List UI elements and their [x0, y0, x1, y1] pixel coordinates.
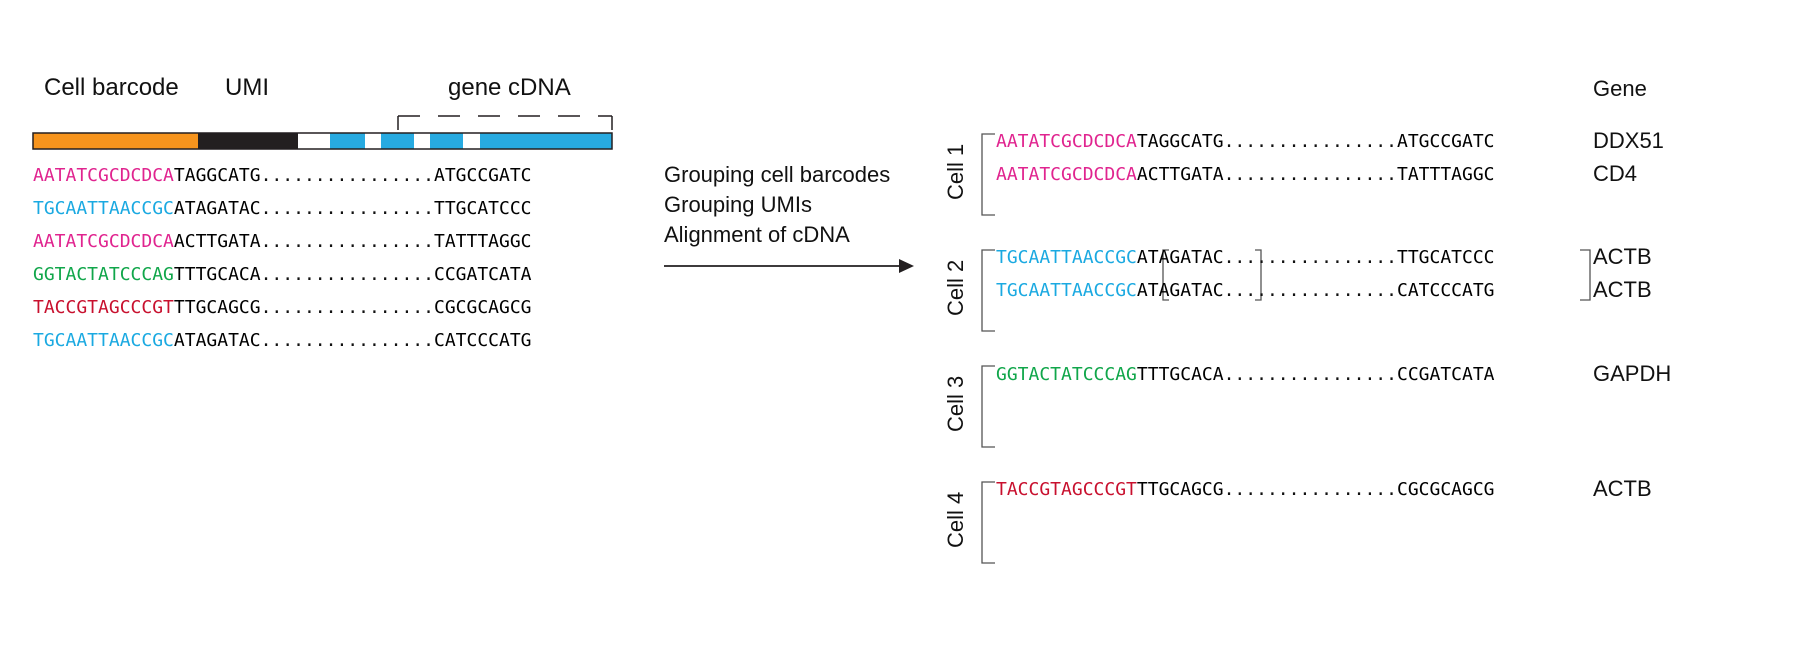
cell-3-label: Cell 3: [943, 375, 968, 432]
cdna-segment: [298, 133, 330, 149]
cdna-segment: [414, 133, 430, 149]
read-gap: ................: [260, 165, 434, 186]
read-cdna: TATTTAGGC: [433, 231, 532, 252]
read-cdna: TTGCATCCC: [1396, 247, 1495, 268]
read-gap: ................: [260, 330, 434, 351]
grouped-read: TGCAATTAACCGCATAGATAC................TTG…: [996, 245, 1495, 271]
raw-read: GGTACTATCCCAGTTTGCACA................CCG…: [33, 262, 532, 288]
cell-2-umi-bracket-left: [1162, 249, 1169, 301]
read-cdna: CCGATCATA: [433, 264, 532, 285]
read-barcode: AATATCGCDCDCA: [996, 131, 1137, 152]
cell-2-umi-bracket-right: [1255, 249, 1262, 301]
gene-label: ACTB: [1593, 244, 1652, 269]
grouped-read: TACCGTAGCCCGTTTGCAGCG................CGC…: [996, 477, 1495, 503]
read-umi: ATAGATAC: [173, 330, 261, 351]
gene-cdna-bracket: [397, 115, 613, 130]
read-gap: ................: [1223, 280, 1397, 301]
cell-2-gene-bracket: [1580, 249, 1591, 301]
grouped-read: TGCAATTAACCGCATAGATAC................CAT…: [996, 278, 1495, 304]
raw-read: TGCAATTAACCGCATAGATAC................CAT…: [33, 328, 532, 354]
read-bar-outline: [32, 132, 613, 150]
gene-cdna-header: gene cDNA: [448, 74, 571, 101]
cell-4-label: Cell 4: [943, 491, 968, 548]
read-cdna: CATCCCATG: [1396, 280, 1495, 301]
read-cdna: CGCGCAGCG: [1396, 479, 1495, 500]
read-gap: ................: [1223, 364, 1397, 385]
read-barcode: GGTACTATCCCAG: [33, 264, 174, 285]
read-barcode: AATATCGCDCDCA: [33, 231, 174, 252]
gene-label: DDX51: [1593, 128, 1664, 153]
grouped-read: AATATCGCDCDCATAGGCATG................ATG…: [996, 129, 1495, 155]
gene-column-header: Gene: [1593, 76, 1647, 101]
grouped-read: AATATCGCDCDCAACTTGATA................TAT…: [996, 162, 1495, 188]
gene-label: CD4: [1593, 161, 1638, 186]
cell-1-bracket: [981, 133, 995, 216]
cell-barcode-segment: [33, 133, 198, 149]
step-alignment-cdna: Alignment of cDNA: [664, 222, 850, 247]
read-umi: ACTTGATA: [1136, 164, 1224, 185]
read-cdna: CCGATCATA: [1396, 364, 1495, 385]
cell-3-bracket: [981, 365, 995, 448]
read-gap: ................: [260, 231, 434, 252]
read-barcode: TGCAATTAACCGC: [996, 247, 1137, 268]
read-umi: ACTTGATA: [173, 231, 261, 252]
read-umi: ATAGATAC: [173, 198, 261, 219]
cell-2-label: Cell 2: [943, 259, 968, 316]
read-umi: TAGGCATG: [173, 165, 261, 186]
read-umi: TTTGCACA: [1136, 364, 1224, 385]
read-umi: ATAGATAC: [1136, 280, 1224, 301]
read-barcode: TGCAATTAACCGC: [33, 330, 174, 351]
raw-read: AATATCGCDCDCAACTTGATA................TAT…: [33, 229, 532, 255]
raw-read: TACCGTAGCCCGTTTGCAGCG................CGC…: [33, 295, 532, 321]
raw-read: TGCAATTAACCGCATAGATAC................TTG…: [33, 196, 532, 222]
gene-label: ACTB: [1593, 277, 1652, 302]
read-cdna: CGCGCAGCG: [433, 297, 532, 318]
read-gap: ................: [1223, 247, 1397, 268]
raw-read: AATATCGCDCDCATAGGCATG................ATG…: [33, 163, 532, 189]
read-umi: TAGGCATG: [1136, 131, 1224, 152]
read-gap: ................: [260, 264, 434, 285]
cdna-segment: [463, 133, 480, 149]
cell-2-bracket: [981, 249, 995, 332]
read-gap: ................: [260, 297, 434, 318]
cdna-segment: [381, 133, 414, 149]
gene-label: ACTB: [1593, 476, 1652, 501]
cdna-segment: [430, 133, 463, 149]
read-barcode: TGCAATTAACCGC: [996, 280, 1137, 301]
cell-barcode-header: Cell barcode: [44, 74, 179, 101]
cdna-segment: [365, 133, 381, 149]
umi-header: UMI: [225, 74, 269, 101]
read-cdna: ATGCCGATC: [1396, 131, 1495, 152]
read-cdna: TATTTAGGC: [1396, 164, 1495, 185]
cdna-segment: [330, 133, 365, 149]
cell-4-bracket: [981, 481, 995, 564]
gene-label: GAPDH: [1593, 361, 1672, 386]
read-umi: TTGCAGCG: [173, 297, 261, 318]
read-gap: ................: [1223, 131, 1397, 152]
cdna-segment: [480, 133, 612, 149]
read-barcode: AATATCGCDCDCA: [996, 164, 1137, 185]
umi-segment: [198, 133, 298, 149]
read-umi: TTTGCACA: [173, 264, 261, 285]
read-umi: TTGCAGCG: [1136, 479, 1224, 500]
read-barcode: TACCGTAGCCCGT: [996, 479, 1137, 500]
cell-1-label: Cell 1: [943, 143, 968, 200]
read-umi: ATAGATAC: [1136, 247, 1224, 268]
read-cdna: ATGCCGATC: [433, 165, 532, 186]
read-gap: ................: [260, 198, 434, 219]
read-cdna: TTGCATCCC: [433, 198, 532, 219]
grouped-read: GGTACTATCCCAGTTTGCACA................CCG…: [996, 362, 1495, 388]
read-barcode: TACCGTAGCCCGT: [33, 297, 174, 318]
read-cdna: CATCCCATG: [433, 330, 532, 351]
read-barcode: GGTACTATCCCAG: [996, 364, 1137, 385]
processing-arrow: [664, 259, 914, 273]
step-grouping-umis: Grouping UMIs: [664, 192, 812, 217]
read-barcode: AATATCGCDCDCA: [33, 165, 174, 186]
step-grouping-barcodes: Grouping cell barcodes: [664, 162, 891, 187]
read-gap: ................: [1223, 164, 1397, 185]
read-barcode: TGCAATTAACCGC: [33, 198, 174, 219]
read-gap: ................: [1223, 479, 1397, 500]
